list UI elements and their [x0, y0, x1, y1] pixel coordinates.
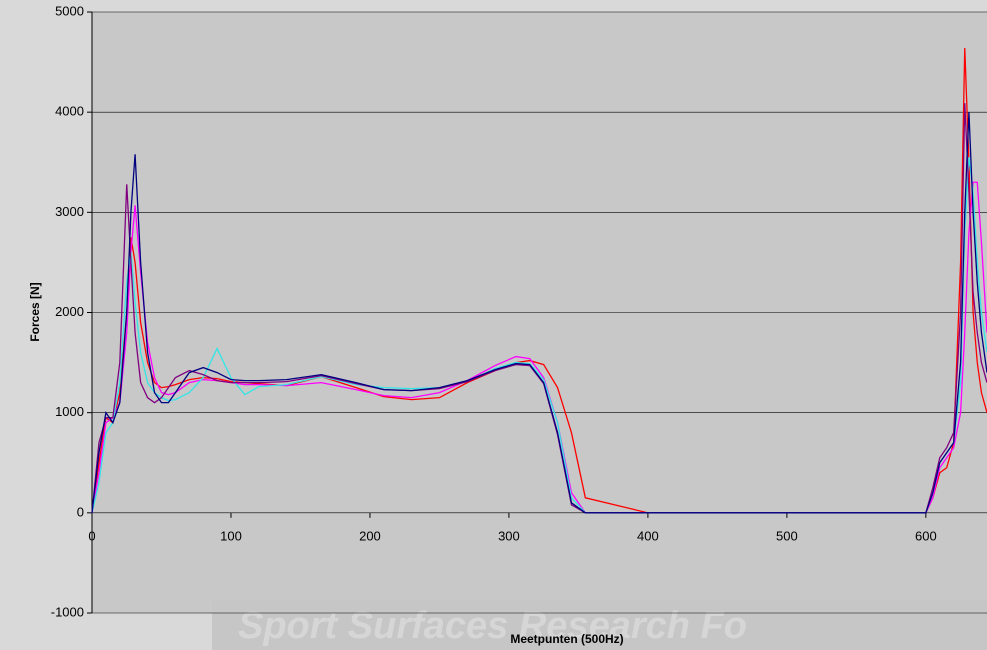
y-tick-label: 5000	[55, 3, 84, 18]
y-tick-label: -1000	[51, 604, 84, 619]
y-tick-label: 2000	[55, 304, 84, 319]
x-tick-label: 100	[220, 528, 242, 543]
y-axis-label: Forces [N]	[28, 282, 42, 341]
x-tick-label: 500	[776, 528, 798, 543]
y-tick-label: 3000	[55, 204, 84, 219]
y-tick-label: 1000	[55, 404, 84, 419]
x-tick-label: 400	[637, 528, 659, 543]
x-tick-label: 300	[498, 528, 520, 543]
watermark: Sport Surfaces Research Fo	[238, 605, 747, 647]
x-tick-label: 600	[915, 528, 937, 543]
y-tick-label: 0	[77, 504, 84, 519]
x-tick-label: 0	[88, 528, 95, 543]
y-tick-label: 4000	[55, 104, 84, 119]
x-axis-label: Meetpunten (500Hz)	[510, 632, 623, 646]
chart: Sport Surfaces Research Fo Meetpunten (5…	[0, 0, 987, 650]
x-tick-label: 200	[359, 528, 381, 543]
